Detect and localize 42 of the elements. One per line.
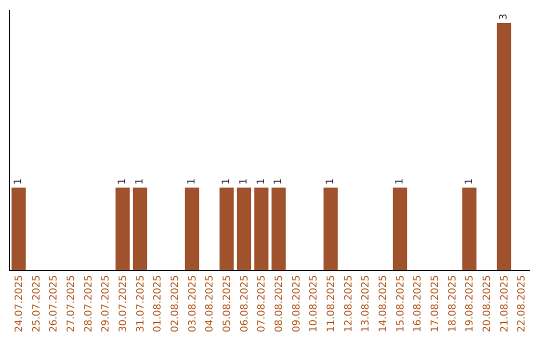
x-tick-label: 11.08.2025 — [326, 275, 337, 332]
data-label: 1 — [186, 178, 198, 185]
data-label: 1 — [394, 178, 406, 185]
x-tick-label: 28.07.2025 — [83, 275, 94, 332]
x-tick-label: 05.08.2025 — [222, 275, 233, 332]
x-tick-label: 02.08.2025 — [170, 275, 181, 332]
x-tick-label: 16.08.2025 — [412, 275, 424, 332]
x-tick-label: 03.08.2025 — [187, 275, 198, 332]
data-label: 1 — [117, 178, 128, 185]
data-label: 1 — [464, 178, 475, 185]
x-tick-label: 24.07.2025 — [14, 275, 25, 332]
x-tick-label: 22.08.2025 — [516, 275, 528, 332]
x-tick-label: 01.08.2025 — [152, 275, 164, 332]
x-tick-label: 07.08.2025 — [256, 275, 268, 332]
data-label: 1 — [256, 178, 267, 185]
x-tick-label: 30.07.2025 — [118, 275, 129, 332]
data-label: 1 — [13, 178, 24, 185]
x-tick-label: 19.08.2025 — [464, 275, 476, 332]
x-tick-label: 04.08.2025 — [204, 275, 216, 332]
x-tick-label: 29.07.2025 — [100, 275, 112, 332]
x-tick-label: 08.08.2025 — [274, 275, 285, 332]
data-label: 3 — [498, 14, 510, 20]
x-tick-label: 17.08.2025 — [430, 275, 441, 332]
x-tick-label: 14.08.2025 — [378, 275, 389, 332]
x-tick-label: 13.08.2025 — [360, 275, 372, 332]
x-tick-label: 18.08.2025 — [447, 275, 458, 332]
x-tick-label: 21.08.2025 — [499, 275, 510, 332]
data-label: 1 — [238, 178, 250, 185]
x-tick-label: 27.07.2025 — [66, 275, 77, 332]
x-tick-label: 09.08.2025 — [291, 275, 302, 332]
x-tick-label: 20.08.2025 — [482, 275, 493, 332]
data-label: 1 — [134, 178, 146, 185]
x-tick-label: 10.08.2025 — [308, 275, 320, 332]
x-tick-label: 26.07.2025 — [48, 275, 60, 332]
x-tick-label: 15.08.2025 — [395, 275, 406, 332]
data-label: 1 — [273, 178, 284, 185]
x-tick-label: 31.07.2025 — [135, 275, 146, 332]
x-tick-label: 12.08.2025 — [343, 275, 354, 332]
x-tick-label: 25.07.2025 — [31, 275, 42, 332]
data-label: 1 — [221, 178, 232, 185]
data-label: 1 — [325, 178, 336, 185]
x-tick-label: 06.08.2025 — [239, 275, 250, 332]
